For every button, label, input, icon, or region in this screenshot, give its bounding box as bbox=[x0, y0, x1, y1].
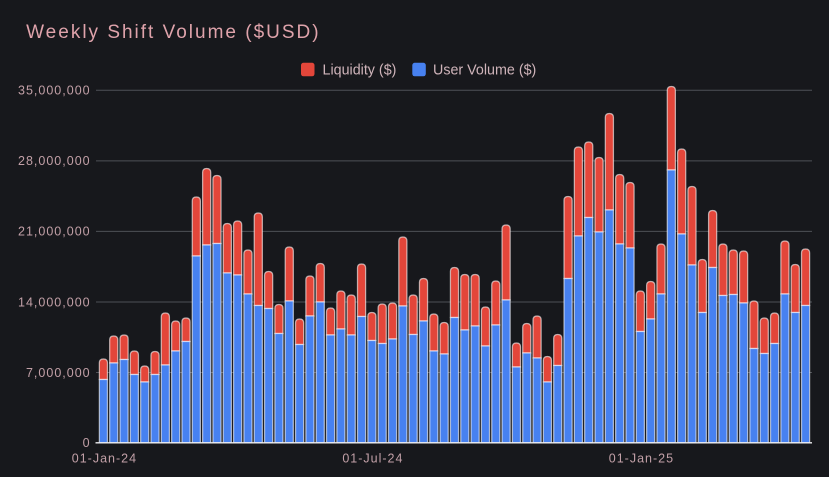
svg-text:01-Jan-24: 01-Jan-24 bbox=[72, 452, 137, 466]
svg-text:35,000,000: 35,000,000 bbox=[18, 84, 91, 98]
svg-text:21,000,000: 21,000,000 bbox=[18, 225, 91, 239]
svg-text:28,000,000: 28,000,000 bbox=[18, 154, 91, 168]
svg-text:Liquidity ($): Liquidity ($) bbox=[323, 63, 397, 79]
svg-text:14,000,000: 14,000,000 bbox=[18, 295, 91, 309]
svg-text:01-Jul-24: 01-Jul-24 bbox=[342, 452, 403, 466]
svg-text:7,000,000: 7,000,000 bbox=[26, 366, 91, 380]
svg-text:0: 0 bbox=[83, 436, 91, 450]
svg-text:User Volume ($): User Volume ($) bbox=[433, 63, 536, 79]
svg-text:01-Jan-25: 01-Jan-25 bbox=[609, 452, 674, 466]
svg-text:Weekly Shift Volume ($USD): Weekly Shift Volume ($USD) bbox=[26, 22, 321, 43]
